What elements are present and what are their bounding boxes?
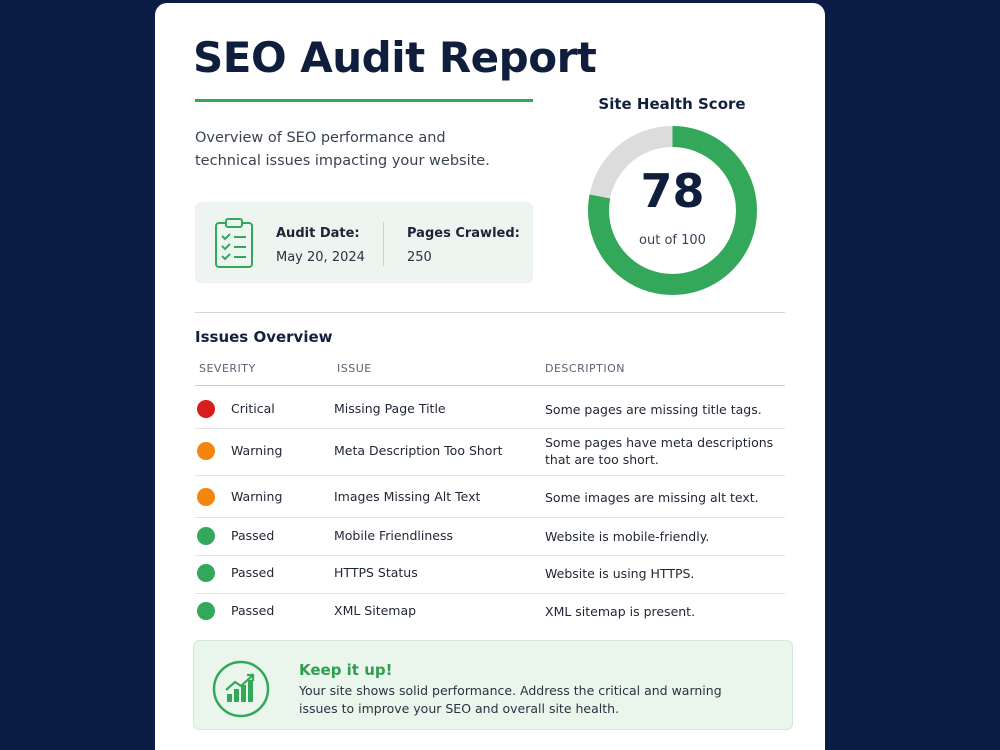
description: Website is mobile-friendly. [545,529,710,544]
issue: Missing Page Title [334,401,446,416]
footer-box: Keep it up! Your site shows solid perfor… [193,640,793,730]
gauge-title: Site Health Score [598,95,746,113]
row-separator [195,428,785,429]
issue: Meta Description Too Short [334,443,503,458]
audit-date: May 20, 2024 [276,250,365,265]
title-underline [195,99,533,102]
severity-dot [197,527,215,545]
severity-dot [197,602,215,620]
severity: Passed [231,603,275,618]
severity: Passed [231,565,275,580]
footer-title: Keep it up! [299,661,393,679]
description: XML sitemap is present. [545,604,696,619]
column-header: ISSUE [337,362,372,375]
growth-icon [212,660,270,718]
score-caption: out of 100 [639,233,706,248]
column-header: SEVERITY [199,362,256,375]
issue: Mobile Friendliness [334,528,454,543]
issues-title: Issues Overview [195,328,333,346]
audit-date-label: Audit Date: [276,226,360,241]
issue: HTTPS Status [334,565,418,580]
description: Some images are missing alt text. [545,490,759,505]
title: SEO Audit Report [193,33,597,82]
header-line [195,385,785,386]
footer-text: Your site shows solid performance. Addre… [299,683,722,716]
severity-dot [197,400,215,418]
report-card: SEO Audit Report Overview of SEO perform… [155,3,825,750]
column-header: DESCRIPTION [545,362,625,375]
row-separator [195,593,785,594]
severity: Warning [231,443,283,458]
description: Website is using HTTPS. [545,566,695,581]
severity: Passed [231,528,275,543]
gauge-arc [588,126,757,295]
divider [195,312,785,313]
severity-dot [197,564,215,582]
severity-dot [197,488,215,506]
subtitle: Overview of SEO performance and technica… [195,130,490,169]
description: Some pages are missing title tags. [545,402,762,417]
info-divider [383,222,384,266]
pages-crawled: 250 [407,250,432,265]
row-separator [195,475,785,476]
issue: XML Sitemap [334,603,417,618]
row-separator [195,555,785,556]
row-separator [195,517,785,518]
info-box: Audit Date: May 20, 2024 Pages Crawled: … [195,202,533,283]
score-value: 78 [640,164,704,218]
issue: Images Missing Alt Text [334,489,481,504]
description: Some pages have meta descriptions that a… [545,435,774,467]
clipboard-icon [215,218,253,268]
pages-label: Pages Crawled: [407,226,520,241]
severity-dot [197,442,215,460]
severity: Warning [231,489,283,504]
severity: Critical [231,401,275,416]
gauge: 78 out of 100 [588,126,757,295]
